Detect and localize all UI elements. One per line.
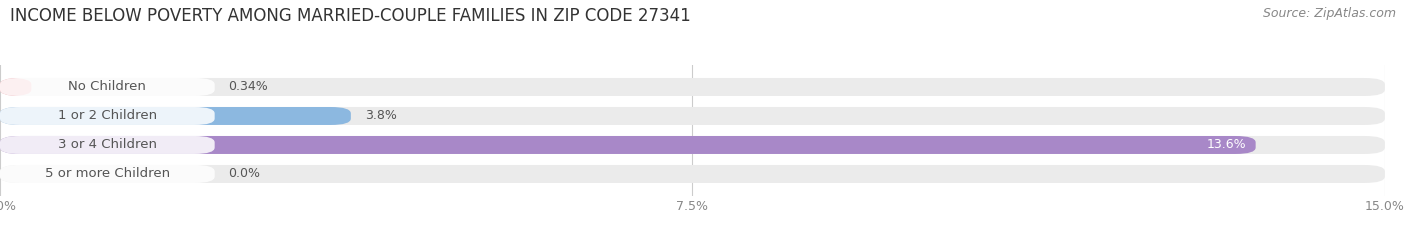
FancyBboxPatch shape [0, 107, 1385, 125]
FancyBboxPatch shape [0, 136, 1385, 154]
Text: 13.6%: 13.6% [1206, 138, 1247, 151]
Text: 5 or more Children: 5 or more Children [45, 168, 170, 181]
FancyBboxPatch shape [0, 107, 215, 125]
FancyBboxPatch shape [0, 136, 215, 154]
Text: 0.34%: 0.34% [229, 80, 269, 93]
FancyBboxPatch shape [0, 78, 31, 96]
FancyBboxPatch shape [0, 165, 215, 183]
FancyBboxPatch shape [0, 136, 1256, 154]
Text: Source: ZipAtlas.com: Source: ZipAtlas.com [1263, 7, 1396, 20]
Text: INCOME BELOW POVERTY AMONG MARRIED-COUPLE FAMILIES IN ZIP CODE 27341: INCOME BELOW POVERTY AMONG MARRIED-COUPL… [10, 7, 690, 25]
FancyBboxPatch shape [0, 78, 1385, 96]
Text: 3.8%: 3.8% [364, 110, 396, 123]
FancyBboxPatch shape [0, 107, 352, 125]
FancyBboxPatch shape [0, 165, 1385, 183]
Text: 0.0%: 0.0% [229, 168, 260, 181]
FancyBboxPatch shape [0, 78, 215, 96]
Text: 1 or 2 Children: 1 or 2 Children [58, 110, 157, 123]
Text: 3 or 4 Children: 3 or 4 Children [58, 138, 157, 151]
Text: No Children: No Children [69, 80, 146, 93]
